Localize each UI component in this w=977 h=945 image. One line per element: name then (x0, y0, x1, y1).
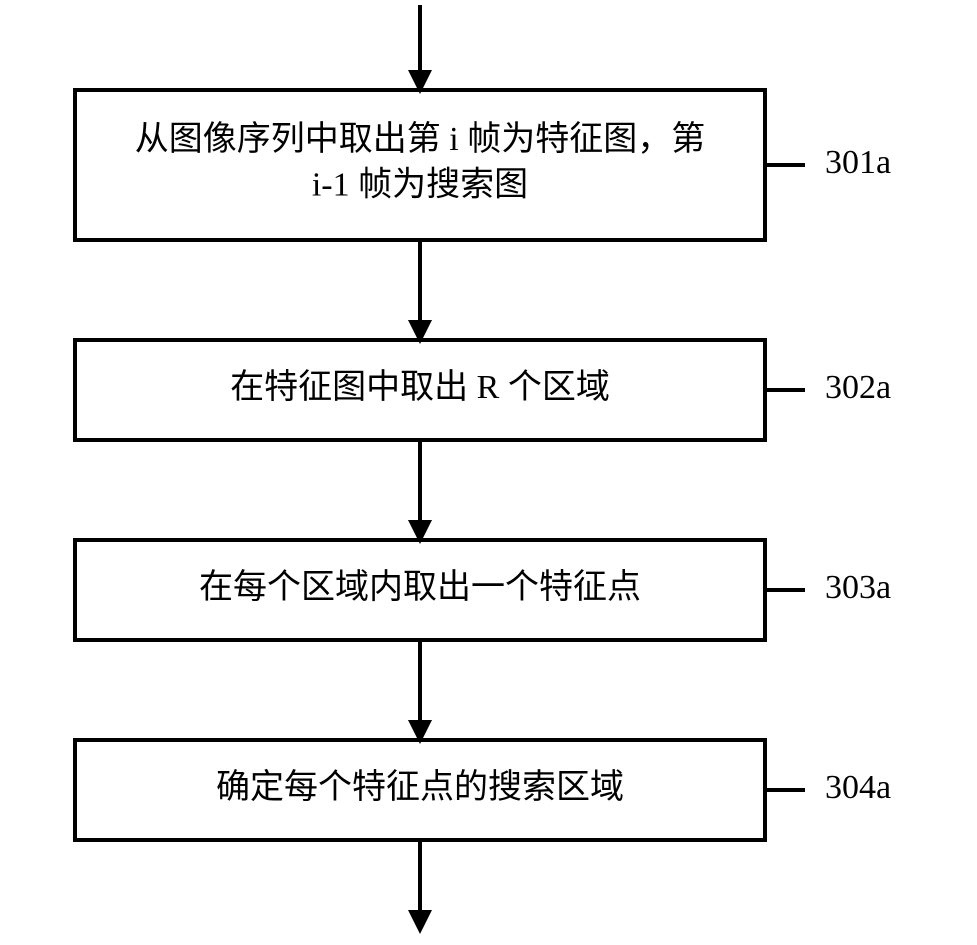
flow-node-n4: 确定每个特征点的搜索区域 304a (75, 740, 891, 840)
flow-node-n2: 在特征图中取出 R 个区域 302a (75, 340, 891, 440)
node-label: 302a (825, 369, 891, 406)
node-label: 301a (825, 144, 891, 181)
flow-node-n1: 从图像序列中取出第 i 帧为特征图，第 i-1 帧为搜索图 301a (75, 90, 891, 240)
flow-node-n3: 在每个区域内取出一个特征点 303a (75, 540, 891, 640)
node-label: 304a (825, 769, 891, 806)
node-text: i-1 帧为搜索图 (312, 166, 528, 204)
node-text: 确定每个特征点的搜索区域 (216, 768, 624, 806)
node-text: 在每个区域内取出一个特征点 (199, 568, 641, 606)
node-text: 在特征图中取出 R 个区域 (230, 368, 610, 406)
node-label: 303a (825, 569, 891, 606)
node-text: 从图像序列中取出第 i 帧为特征图，第 (135, 120, 705, 158)
